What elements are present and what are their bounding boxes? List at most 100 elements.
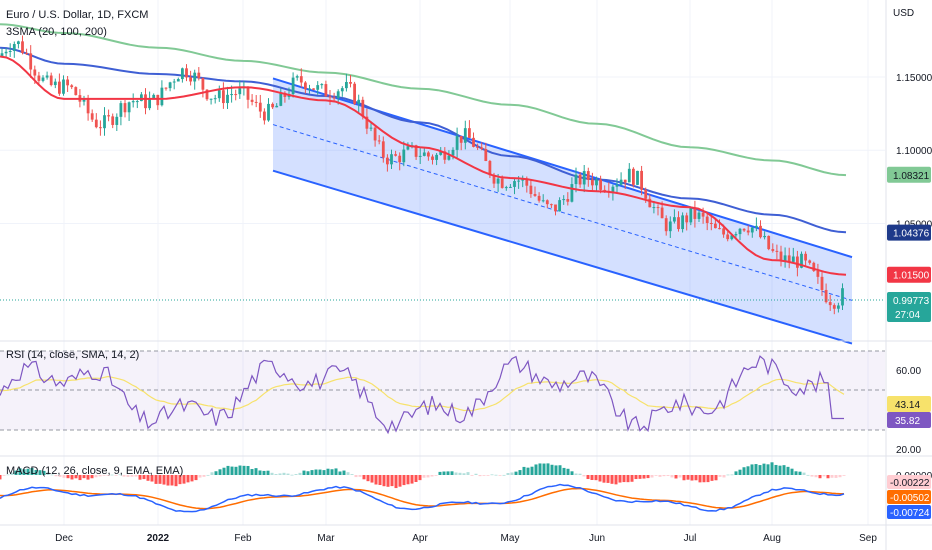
candle[interactable]	[226, 86, 229, 110]
candle[interactable]	[41, 75, 45, 83]
candle[interactable]	[263, 108, 266, 125]
sma-200-line[interactable]	[0, 23, 847, 177]
rsi-panel[interactable]	[0, 350, 885, 435]
candle[interactable]	[390, 149, 393, 169]
candle[interactable]	[25, 48, 28, 55]
candle[interactable]	[767, 235, 771, 251]
candle[interactable]	[582, 165, 586, 193]
candle[interactable]	[476, 143, 479, 151]
candle[interactable]	[570, 177, 574, 203]
candle[interactable]	[664, 215, 668, 236]
candle[interactable]	[812, 261, 816, 273]
candle[interactable]	[455, 127, 459, 158]
candle[interactable]	[197, 67, 201, 81]
candle[interactable]	[422, 147, 426, 157]
candle[interactable]	[677, 211, 680, 232]
indicator-label[interactable]: 3SMA (20, 100, 200)	[6, 26, 107, 38]
candle[interactable]	[615, 178, 619, 193]
candle[interactable]	[632, 167, 635, 188]
candle[interactable]	[135, 99, 139, 109]
macd-title[interactable]: MACD (12, 26, close, 9, EMA, EMA)	[6, 465, 183, 477]
candle[interactable]	[406, 142, 410, 151]
candle[interactable]	[558, 197, 561, 212]
macd-panel[interactable]	[0, 462, 846, 513]
candle[interactable]	[111, 113, 115, 129]
candle[interactable]	[58, 73, 61, 96]
macd-line[interactable]	[0, 483, 845, 513]
candle[interactable]	[299, 68, 303, 88]
candle[interactable]	[176, 77, 180, 82]
candle[interactable]	[49, 72, 53, 87]
channel-mid-line[interactable]	[272, 124, 853, 301]
candle[interactable]	[640, 165, 643, 196]
macd-histogram[interactable]	[0, 462, 846, 489]
candle[interactable]	[828, 294, 832, 311]
candle[interactable]	[509, 184, 512, 188]
macd-signal-line[interactable]	[0, 487, 845, 510]
candle[interactable]	[759, 220, 762, 239]
candle[interactable]	[45, 71, 49, 80]
candle[interactable]	[656, 204, 660, 216]
candle[interactable]	[726, 231, 730, 242]
candle[interactable]	[123, 99, 127, 118]
candle[interactable]	[783, 247, 787, 268]
candle[interactable]	[365, 108, 369, 135]
candle[interactable]	[763, 231, 766, 240]
candle[interactable]	[115, 113, 119, 131]
candle[interactable]	[709, 215, 713, 231]
candle[interactable]	[320, 83, 324, 89]
candle[interactable]	[837, 302, 840, 313]
candle[interactable]	[17, 40, 20, 49]
candle[interactable]	[328, 90, 332, 106]
candle[interactable]	[353, 81, 356, 106]
candle[interactable]	[431, 154, 434, 165]
candle[interactable]	[246, 86, 250, 109]
candle[interactable]	[103, 107, 106, 136]
candle[interactable]	[718, 219, 721, 230]
candle[interactable]	[402, 141, 406, 167]
candle[interactable]	[566, 192, 570, 206]
candle[interactable]	[312, 88, 315, 91]
candle[interactable]	[468, 120, 471, 139]
candle[interactable]	[308, 84, 311, 94]
candle[interactable]	[627, 163, 631, 183]
candle[interactable]	[209, 98, 213, 105]
candle[interactable]	[381, 136, 385, 163]
candle[interactable]	[66, 75, 69, 92]
candle[interactable]	[340, 86, 344, 97]
candle[interactable]	[746, 225, 750, 236]
candle[interactable]	[816, 263, 820, 284]
candle[interactable]	[193, 69, 197, 90]
candle[interactable]	[250, 94, 254, 106]
candle[interactable]	[513, 178, 516, 195]
candle[interactable]	[779, 245, 783, 267]
candle[interactable]	[673, 209, 676, 224]
candle[interactable]	[94, 113, 98, 129]
candle[interactable]	[841, 283, 844, 311]
candle[interactable]	[74, 86, 78, 96]
candle[interactable]	[160, 80, 164, 107]
candle[interactable]	[4, 47, 8, 58]
candle[interactable]	[304, 81, 307, 94]
sma-20-line[interactable]	[0, 55, 847, 276]
candle[interactable]	[554, 204, 557, 216]
candle[interactable]	[685, 212, 689, 231]
candle[interactable]	[316, 81, 320, 95]
candle[interactable]	[755, 217, 758, 232]
candle[interactable]	[504, 185, 508, 191]
candle[interactable]	[775, 244, 779, 260]
candle[interactable]	[29, 45, 33, 79]
candle[interactable]	[254, 95, 258, 108]
candle[interactable]	[697, 210, 701, 222]
candle[interactable]	[345, 73, 348, 92]
candle[interactable]	[168, 81, 172, 92]
candle[interactable]	[804, 251, 807, 267]
candle[interactable]	[8, 43, 12, 57]
candle[interactable]	[377, 135, 381, 145]
candle[interactable]	[291, 72, 295, 98]
candle[interactable]	[418, 147, 422, 164]
candle[interactable]	[131, 93, 135, 108]
candle[interactable]	[99, 120, 102, 136]
candle[interactable]	[681, 212, 684, 233]
candle[interactable]	[595, 176, 598, 191]
